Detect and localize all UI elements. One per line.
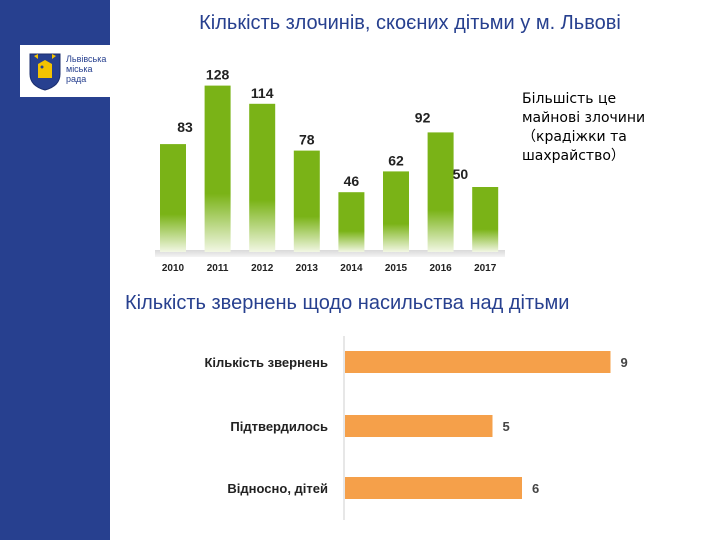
value-label: 114 [251, 85, 274, 101]
logo-text-line-2: міська [66, 64, 93, 74]
x-tick-label: 2015 [385, 263, 408, 274]
value-label: 83 [177, 119, 193, 135]
requests-chart-title: Кількість звернень щодо насильства над д… [125, 292, 570, 314]
value-label: 128 [206, 67, 230, 83]
bar-2013 [293, 150, 320, 252]
x-tick-label: 2013 [296, 263, 319, 274]
bar-2014 [338, 192, 365, 252]
hbar-1 [345, 351, 611, 373]
crimes-chart-title: Кількість злочинів, скоєних дітьми у м. … [199, 12, 621, 34]
x-tick-label: 2011 [207, 263, 229, 274]
note-line: Більшість це [522, 91, 617, 107]
logo-text-line-1: Львівська [66, 54, 107, 64]
bar-2012 [249, 103, 276, 252]
value-label: 46 [344, 173, 360, 189]
chart-floor [155, 250, 505, 257]
bar-2017 [472, 187, 499, 252]
category-label: Кількість звернень [205, 355, 329, 370]
lviv-coat-of-arms-icon [29, 53, 61, 91]
category-label: Підтвердилось [230, 419, 328, 434]
hbar-2 [345, 415, 493, 437]
x-tick-label: 2014 [340, 263, 363, 274]
note-line: （крадіжки та [522, 129, 627, 145]
bar-2011 [204, 85, 231, 252]
note-line: шахрайство） [522, 148, 625, 164]
note-line: майнові злочини [522, 110, 646, 126]
bar-2016 [427, 132, 454, 252]
hbar-3 [345, 477, 522, 499]
x-tick-label: 2012 [251, 263, 274, 274]
category-label: Відносно, дітей [227, 481, 328, 496]
x-tick-label: 2016 [429, 263, 452, 274]
value-label: 50 [453, 166, 469, 182]
x-tick-label: 2010 [162, 263, 185, 274]
value-label: 9 [621, 355, 628, 370]
x-tick-label: 2017 [474, 263, 497, 274]
note-text: Більшість це майнові злочини （крадіжки т… [522, 90, 645, 166]
bar-2010 [160, 144, 186, 252]
logo-text-line-3: рада [66, 74, 87, 84]
value-label: 78 [299, 132, 315, 148]
bar-2015 [383, 171, 409, 252]
value-label: 92 [415, 109, 431, 125]
value-label: 6 [532, 481, 539, 496]
value-label: 5 [503, 419, 510, 434]
value-label: 62 [388, 152, 404, 168]
